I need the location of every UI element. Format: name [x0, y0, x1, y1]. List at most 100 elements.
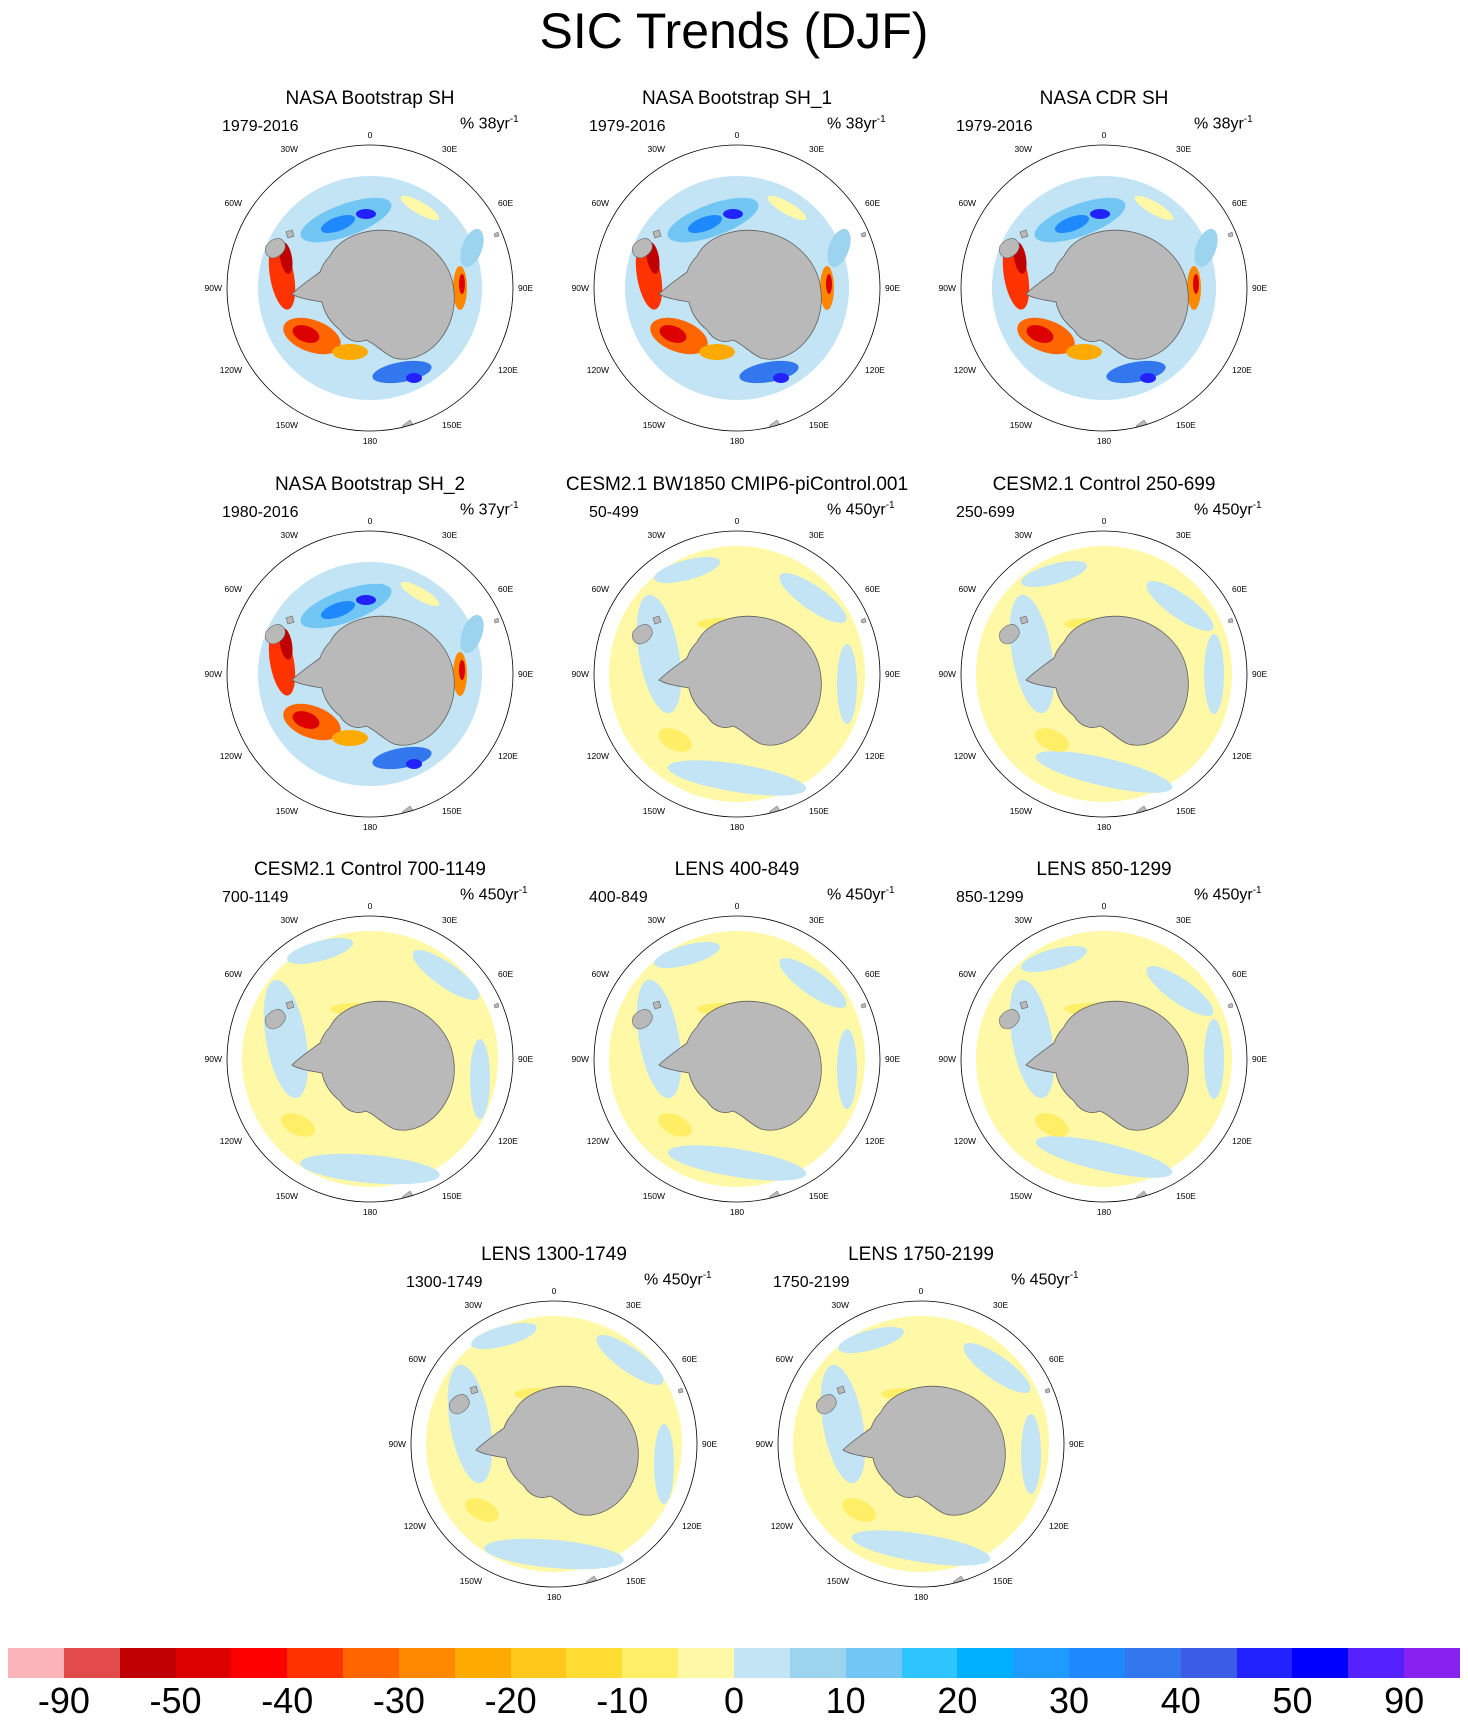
colorbar-box: [1348, 1648, 1405, 1678]
lon-label-120w: 120W: [587, 1136, 609, 1146]
lon-label-150w: 150W: [643, 806, 665, 816]
colorbar-box: [63, 1648, 120, 1678]
strong-negative-trend-patch: [1140, 373, 1156, 383]
lon-label-30w: 30W: [1015, 530, 1032, 540]
map-panel-2: NASA Bootstrap SH_1 1979-2016 % 38yr-1 0: [537, 88, 937, 468]
lon-label-120e: 120E: [865, 751, 885, 761]
lon-label-180: 180: [547, 1592, 561, 1602]
south-america-landmass: [816, 1385, 846, 1415]
lon-label-0: 0: [552, 1286, 557, 1296]
negative-trend-band: [1146, 966, 1214, 1016]
lon-label-180: 180: [1097, 436, 1111, 446]
colorbar-label: -40: [261, 1680, 314, 1721]
panel-title: CESM2.1 Control 250-699: [992, 474, 1216, 495]
polar-stereographic-map: 0 30E 60E 90E 120E 150E 180 150W 120W 90…: [572, 901, 901, 1217]
lon-label-150e: 150E: [809, 1191, 829, 1201]
positive-trend-patch: [400, 581, 440, 607]
lon-label-60e: 60E: [498, 969, 513, 979]
lon-label-90e: 90E: [1252, 283, 1267, 293]
map-panel-7: CESM2.1 Control 700-1149 700-1149 % 450y…: [170, 859, 570, 1239]
lon-label-150w: 150W: [827, 1576, 849, 1586]
lon-label-120e: 120E: [865, 365, 885, 375]
lon-label-180: 180: [1097, 822, 1111, 832]
kerguelen-island: [493, 1002, 500, 1009]
lon-label-30e: 30E: [626, 1300, 641, 1310]
lon-label-180: 180: [363, 1207, 377, 1217]
panel-years: 1979-2016: [589, 118, 666, 135]
lon-label-90e: 90E: [885, 283, 900, 293]
lon-label-30w: 30W: [465, 1300, 482, 1310]
antarctica-landmass: [658, 229, 822, 360]
map-panel-11: LENS 1750-2199 1750-2199 % 450yr-1 0 30E: [721, 1244, 1121, 1624]
map-panel-6: CESM2.1 Control 250-699 250-699 % 450yr-…: [904, 474, 1304, 854]
colorbar-label: -10: [596, 1680, 649, 1721]
lon-label-150e: 150E: [993, 1576, 1013, 1586]
antarctica-landmass: [1025, 615, 1189, 746]
map-panel-10: LENS 1300-1749 1300-1749 % 450yr-1 0 30E: [354, 1244, 754, 1624]
lon-label-150e: 150E: [1176, 806, 1196, 816]
lon-label-60w: 60W: [225, 584, 242, 594]
negative-trend-band: [654, 1424, 674, 1504]
panel-units: % 37yr-1: [460, 500, 519, 519]
lon-label-60e: 60E: [1049, 1354, 1064, 1364]
map-border-circle: [226, 144, 514, 432]
antarctica-landmass: [658, 615, 822, 746]
lon-label-60e: 60E: [1232, 584, 1247, 594]
strong-positive-trend-patch: [292, 711, 320, 729]
lon-label-120e: 120E: [1232, 751, 1252, 761]
negative-trend-band: [287, 937, 353, 965]
negative-trend-band: [654, 556, 720, 584]
panel-title: CESM2.1 BW1850 CMIP6-piControl.001: [565, 474, 909, 495]
lon-label-30e: 30E: [442, 530, 457, 540]
negative-trend-band: [596, 1335, 664, 1385]
lon-label-150e: 150E: [809, 420, 829, 430]
panel-units: % 450yr-1: [460, 885, 528, 904]
negative-trend-patch: [460, 228, 484, 268]
strong-negative-trend-patch: [723, 209, 743, 219]
map-border-circle: [593, 530, 881, 818]
panel-title: CESM2.1 Control 700-1149: [254, 859, 486, 880]
colorbar-label: 90: [1384, 1680, 1425, 1721]
map-panel-8: LENS 400-849 400-849 % 450yr-1 0 30E: [537, 859, 937, 1239]
colorbar-box: [231, 1648, 288, 1678]
negative-trend-band: [838, 1326, 904, 1354]
colorbar-label: 0: [723, 1680, 745, 1721]
lon-label-60w: 60W: [225, 198, 242, 208]
lon-label-150w: 150W: [643, 1191, 665, 1201]
lon-label-60w: 60W: [776, 1354, 793, 1364]
lon-label-0: 0: [368, 516, 373, 526]
map-border-circle: [226, 915, 514, 1203]
panel-years: 700-1149: [222, 889, 289, 906]
panel-years: 400-849: [589, 889, 648, 906]
lon-label-120e: 120E: [498, 751, 518, 761]
positive-trend-patch: [1066, 344, 1102, 360]
panel-title: LENS 1750-2199: [848, 1244, 994, 1265]
lon-label-90w: 90W: [205, 669, 222, 679]
kerguelen-island: [1044, 1387, 1051, 1394]
panel-units: % 38yr-1: [827, 114, 886, 133]
strong-negative-trend-patch: [1054, 214, 1090, 234]
negative-trend-band: [1035, 751, 1173, 793]
south-america-landmass: [999, 1000, 1029, 1030]
map-panel-9: LENS 850-1299 850-1299 % 450yr-1 0 30E: [904, 859, 1304, 1239]
strong-negative-trend-patch: [356, 209, 376, 219]
lon-label-150w: 150W: [643, 420, 665, 430]
lon-label-60w: 60W: [959, 969, 976, 979]
panel-years: 850-1299: [956, 889, 1024, 906]
antarctica-landmass: [1025, 1000, 1189, 1131]
colorbar-box: [957, 1648, 1014, 1678]
lon-label-150w: 150W: [1010, 1191, 1032, 1201]
negative-trend-band: [1204, 1019, 1224, 1099]
polar-stereographic-map: 0 30E 60E 90E 120E 150E 180 150W 120W 90…: [756, 1286, 1085, 1602]
south-america-landmass: [449, 1385, 479, 1415]
colorbar-box: [175, 1648, 232, 1678]
kerguelen-island: [493, 231, 500, 238]
lon-label-90w: 90W: [939, 669, 956, 679]
panel-title: LENS 1300-1749: [481, 1244, 627, 1265]
lon-label-180: 180: [730, 436, 744, 446]
lon-label-90e: 90E: [518, 669, 533, 679]
negative-trend-band: [779, 573, 847, 623]
colorbar-label: 20: [937, 1680, 978, 1721]
negative-trend-band: [412, 950, 480, 1000]
map-panel-5: CESM2.1 BW1850 CMIP6-piControl.001 50-49…: [537, 474, 937, 854]
